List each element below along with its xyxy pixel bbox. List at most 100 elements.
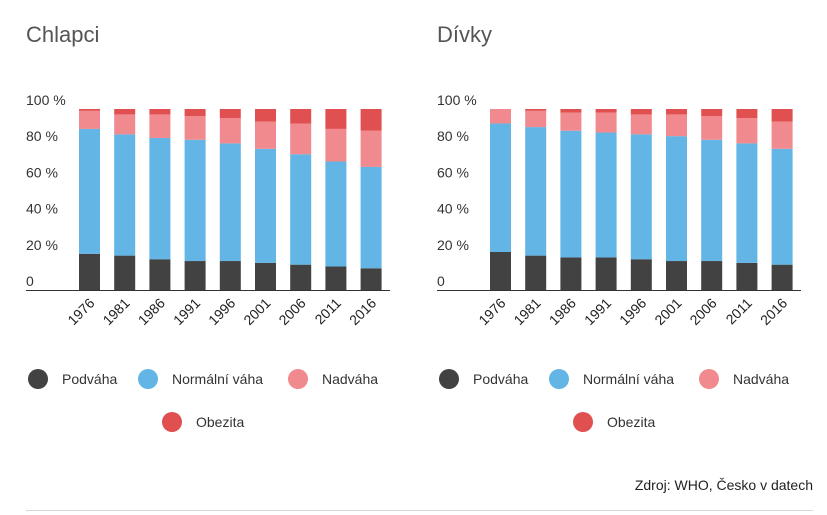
bar-segment <box>360 268 382 290</box>
x-tick-label: 2011 <box>722 295 755 328</box>
bar-segment <box>666 136 687 262</box>
legend-swatch <box>573 412 593 432</box>
x-tick-label: 1991 <box>170 295 203 328</box>
bar-segment <box>771 109 793 122</box>
bar-segment <box>701 116 723 140</box>
bar-segment <box>184 109 206 117</box>
bar-segment <box>630 259 652 290</box>
source-note: Zdroj: WHO, Česko v datech <box>634 477 813 493</box>
bar-segment <box>360 166 382 269</box>
y-tick-label: 60 % <box>26 164 58 180</box>
bar-segment <box>219 143 241 262</box>
y-tick-label: 40 % <box>26 201 58 217</box>
bar-segment <box>114 109 136 115</box>
bar-segment <box>360 109 382 131</box>
legend-label: Obezita <box>196 414 244 430</box>
y-tick-label: 100 % <box>26 92 66 108</box>
bar-segment <box>560 109 582 113</box>
bar-segment <box>149 259 171 290</box>
bar-segment <box>149 137 171 260</box>
bar-segment <box>255 148 276 263</box>
y-tick-label: 60 % <box>437 164 469 180</box>
legend-swatch <box>549 369 569 389</box>
bar-segment <box>560 257 582 290</box>
bar-segment <box>325 128 347 162</box>
x-tick-label: 1991 <box>581 295 614 328</box>
bar-segment <box>701 109 723 117</box>
bar-segment <box>290 154 312 265</box>
bar-segment <box>525 110 547 128</box>
legend-label: Normální váha <box>172 371 263 387</box>
x-tick-label: 1976 <box>475 295 508 328</box>
bar-segment <box>79 110 100 129</box>
bar-segment <box>114 114 136 135</box>
bar-segment <box>114 134 136 256</box>
bar-segment <box>525 255 547 290</box>
chart-title-divky: Dívky <box>437 22 492 47</box>
x-tick-label: 1996 <box>616 295 649 328</box>
legend-swatch <box>288 369 308 389</box>
bar-segment <box>184 116 206 140</box>
y-tick-label: 20 % <box>437 237 469 253</box>
bar-segment <box>219 109 241 119</box>
x-tick-label: 2016 <box>346 295 379 328</box>
bar-segment <box>114 255 136 290</box>
x-tick-label: 2006 <box>686 295 719 328</box>
bar-segment <box>771 121 793 149</box>
x-tick-label: 1976 <box>64 295 97 328</box>
bar-segment <box>255 121 276 149</box>
legend-swatch <box>162 412 182 432</box>
bar-segment <box>736 109 758 119</box>
x-tick-label: 1986 <box>546 295 579 328</box>
bar-segment <box>79 253 100 290</box>
bar-segment <box>701 139 723 262</box>
x-tick-label: 2016 <box>757 295 790 328</box>
y-tick-label: 40 % <box>437 201 469 217</box>
x-tick-label: 2006 <box>275 295 308 328</box>
legend-label: Nadváha <box>322 371 378 387</box>
bar-segment <box>490 109 511 124</box>
bar-segment <box>525 127 547 256</box>
chart-title-chlapci: Chlapci <box>26 22 100 47</box>
bar-segment <box>325 161 347 267</box>
y-tick-label: 0 <box>26 273 34 289</box>
bar-segment <box>630 109 652 115</box>
bar-segment <box>325 109 347 129</box>
bar-segment <box>184 261 206 290</box>
bar-segment <box>595 112 617 133</box>
bar-segment <box>290 123 312 155</box>
bar-segment <box>490 123 511 252</box>
bar-segment <box>595 132 617 258</box>
x-tick-label: 2001 <box>240 295 273 328</box>
legend-swatch <box>699 369 719 389</box>
legend-label: Podváha <box>473 371 528 387</box>
legend-swatch <box>138 369 158 389</box>
x-tick-label: 1986 <box>135 295 168 328</box>
bar-segment <box>490 251 511 290</box>
legend-swatch <box>28 369 48 389</box>
bottom-divider <box>26 510 813 511</box>
bar-segment <box>79 128 100 254</box>
x-tick-label: 1996 <box>205 295 238 328</box>
bar-segment <box>595 257 617 290</box>
bar-segment <box>736 143 758 263</box>
bar-segment <box>325 266 347 290</box>
bar-segment <box>290 264 312 290</box>
bar-segment <box>630 114 652 135</box>
bar-segment <box>149 114 171 138</box>
bar-segment <box>666 261 687 290</box>
bar-segment <box>525 109 547 111</box>
x-tick-label: 2001 <box>651 295 684 328</box>
y-tick-label: 0 <box>437 273 445 289</box>
bar-segment <box>79 109 100 111</box>
bar-segment <box>771 264 793 290</box>
bar-segment <box>595 109 617 113</box>
legend-label: Normální váha <box>583 371 674 387</box>
bar-segment <box>736 262 758 290</box>
bar-segment <box>736 118 758 144</box>
bar-segment <box>666 114 687 137</box>
bar-segment <box>630 134 652 260</box>
bar-segment <box>666 109 687 115</box>
